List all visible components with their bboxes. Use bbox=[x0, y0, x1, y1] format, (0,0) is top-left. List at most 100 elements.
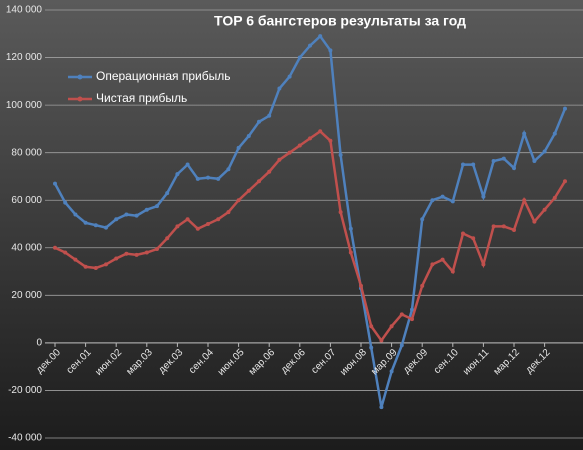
point bbox=[379, 338, 384, 343]
point bbox=[369, 345, 374, 350]
point bbox=[328, 138, 333, 143]
point bbox=[206, 222, 210, 226]
point bbox=[308, 136, 312, 141]
point bbox=[114, 256, 119, 261]
point bbox=[124, 212, 129, 217]
point bbox=[471, 236, 476, 241]
point bbox=[379, 405, 384, 410]
point bbox=[83, 220, 88, 225]
point bbox=[522, 131, 527, 136]
legend-label: Чистая прибыль bbox=[96, 91, 187, 105]
point bbox=[246, 134, 251, 139]
legend-marker bbox=[77, 74, 83, 80]
y-tick-label: 120 000 bbox=[6, 52, 43, 63]
point bbox=[512, 227, 516, 232]
point bbox=[389, 369, 394, 374]
point bbox=[73, 257, 78, 262]
y-tick-label: -20 000 bbox=[8, 385, 42, 396]
point bbox=[195, 226, 200, 231]
point bbox=[512, 166, 516, 171]
point bbox=[53, 181, 57, 186]
point bbox=[348, 250, 353, 255]
point bbox=[481, 194, 486, 199]
chart-title: TOP 6 бангстеров результаты за год bbox=[214, 13, 466, 29]
point bbox=[328, 48, 333, 53]
point bbox=[124, 251, 129, 256]
y-tick-label: 140 000 bbox=[6, 5, 43, 16]
point bbox=[522, 198, 527, 203]
point bbox=[216, 217, 221, 222]
y-tick-label: 80 000 bbox=[11, 147, 42, 158]
point bbox=[532, 158, 537, 163]
point bbox=[348, 226, 353, 231]
point bbox=[195, 176, 200, 181]
point bbox=[134, 252, 139, 257]
point bbox=[389, 324, 394, 329]
point bbox=[236, 145, 241, 150]
legend-marker bbox=[77, 96, 83, 102]
point bbox=[287, 150, 292, 155]
point bbox=[399, 312, 404, 317]
point bbox=[63, 250, 68, 255]
point bbox=[83, 264, 88, 269]
legend-label: Операционная прибыль bbox=[96, 69, 231, 83]
point bbox=[155, 246, 159, 251]
point bbox=[501, 156, 506, 161]
point bbox=[420, 217, 425, 222]
point bbox=[450, 199, 455, 204]
point bbox=[175, 224, 180, 229]
point bbox=[93, 265, 98, 270]
point bbox=[206, 175, 210, 180]
point bbox=[338, 153, 343, 158]
point bbox=[430, 262, 435, 267]
y-tick-label: 20 000 bbox=[11, 290, 42, 301]
point bbox=[542, 149, 547, 154]
point bbox=[144, 207, 149, 212]
point bbox=[267, 169, 272, 174]
y-tick-label: 40 000 bbox=[11, 242, 42, 253]
point bbox=[461, 162, 465, 167]
point bbox=[563, 179, 567, 184]
y-tick-label: 0 bbox=[36, 338, 42, 349]
point bbox=[318, 34, 323, 39]
point bbox=[430, 198, 435, 203]
point bbox=[185, 217, 190, 222]
point bbox=[165, 236, 170, 241]
point bbox=[471, 162, 476, 167]
point bbox=[440, 257, 445, 262]
point bbox=[73, 212, 78, 217]
point bbox=[297, 143, 302, 148]
point bbox=[53, 245, 57, 250]
point bbox=[216, 176, 221, 181]
point bbox=[420, 283, 425, 288]
point bbox=[165, 191, 170, 196]
point bbox=[399, 343, 404, 348]
point bbox=[114, 217, 119, 222]
point bbox=[461, 231, 465, 236]
point bbox=[410, 317, 414, 322]
point bbox=[144, 250, 149, 255]
point bbox=[552, 131, 557, 136]
point bbox=[308, 43, 312, 48]
point bbox=[277, 157, 282, 162]
point bbox=[318, 129, 323, 134]
point bbox=[257, 179, 261, 184]
point bbox=[104, 225, 108, 230]
point bbox=[63, 200, 68, 205]
y-tick-label: -40 000 bbox=[8, 433, 42, 444]
point bbox=[297, 55, 302, 60]
point bbox=[369, 324, 374, 329]
point bbox=[532, 219, 537, 224]
point bbox=[134, 213, 139, 218]
point bbox=[552, 195, 557, 200]
point bbox=[257, 119, 261, 124]
point bbox=[236, 198, 241, 203]
point bbox=[104, 262, 108, 267]
point bbox=[185, 162, 190, 167]
point bbox=[155, 204, 159, 209]
point bbox=[410, 307, 414, 312]
point bbox=[175, 172, 180, 177]
point bbox=[246, 188, 251, 193]
